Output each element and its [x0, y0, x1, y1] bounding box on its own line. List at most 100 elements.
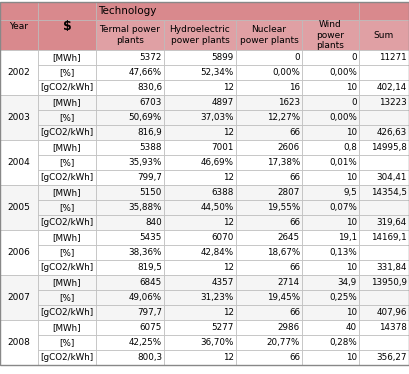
Bar	[164, 305, 236, 320]
Text: [gCO2/kWh]: [gCO2/kWh]	[40, 353, 94, 362]
Text: 6845: 6845	[140, 278, 162, 287]
Text: 2645: 2645	[278, 233, 300, 242]
Bar	[38, 230, 96, 245]
Bar	[164, 95, 236, 110]
Bar	[164, 155, 236, 170]
Bar	[38, 260, 96, 275]
Text: 4357: 4357	[211, 278, 234, 287]
Bar	[164, 230, 236, 245]
Text: 331,84: 331,84	[377, 263, 407, 272]
Bar	[164, 350, 236, 365]
Bar	[236, 125, 302, 140]
Bar	[359, 290, 409, 305]
Bar	[96, 110, 164, 125]
Bar	[302, 65, 359, 80]
Bar	[164, 320, 236, 335]
Bar	[0, 50, 38, 95]
Bar	[302, 215, 359, 230]
Bar	[96, 50, 164, 65]
Bar	[359, 320, 409, 335]
Text: 2007: 2007	[7, 293, 30, 302]
Text: [%]: [%]	[59, 158, 75, 167]
Bar	[96, 260, 164, 275]
Bar	[302, 275, 359, 290]
Bar	[236, 275, 302, 290]
Text: 35,88%: 35,88%	[128, 203, 162, 212]
Text: 2004: 2004	[8, 158, 30, 167]
Bar	[96, 80, 164, 95]
Bar	[96, 155, 164, 170]
Bar	[302, 140, 359, 155]
Text: 12,27%: 12,27%	[267, 113, 300, 122]
Text: [MWh]: [MWh]	[53, 53, 81, 62]
Bar	[302, 155, 359, 170]
Text: 10: 10	[346, 128, 357, 137]
Bar	[96, 95, 164, 110]
Bar	[359, 245, 409, 260]
Text: 14169,1: 14169,1	[371, 233, 407, 242]
Text: 12: 12	[223, 128, 234, 137]
Bar	[96, 65, 164, 80]
Text: 19,55%: 19,55%	[267, 203, 300, 212]
Text: 0,13%: 0,13%	[329, 248, 357, 257]
Text: Termal power
plants: Termal power plants	[99, 25, 160, 45]
Text: 799,7: 799,7	[137, 173, 162, 182]
Bar	[236, 335, 302, 350]
Bar	[38, 95, 96, 110]
Bar	[359, 335, 409, 350]
Bar	[38, 155, 96, 170]
Text: [MWh]: [MWh]	[53, 233, 81, 242]
Bar	[164, 215, 236, 230]
Text: 797,7: 797,7	[137, 308, 162, 317]
Text: 0,28%: 0,28%	[329, 338, 357, 347]
Text: [MWh]: [MWh]	[53, 98, 81, 107]
Bar	[302, 200, 359, 215]
Text: 12: 12	[223, 218, 234, 227]
Text: [%]: [%]	[59, 338, 75, 347]
Text: Year: Year	[9, 21, 29, 31]
Text: 10: 10	[346, 83, 357, 92]
Text: 6075: 6075	[139, 323, 162, 332]
Text: 49,06%: 49,06%	[129, 293, 162, 302]
Text: Wind
power
plants: Wind power plants	[317, 20, 344, 50]
Text: 5899: 5899	[212, 53, 234, 62]
Text: 356,27: 356,27	[377, 353, 407, 362]
Text: [gCO2/kWh]: [gCO2/kWh]	[40, 308, 94, 317]
Bar	[359, 50, 409, 65]
Bar	[164, 290, 236, 305]
Text: 34,9: 34,9	[338, 278, 357, 287]
Text: 2006: 2006	[7, 248, 30, 257]
Text: 6388: 6388	[211, 188, 234, 197]
Text: 35,93%: 35,93%	[128, 158, 162, 167]
Text: [MWh]: [MWh]	[53, 188, 81, 197]
Bar	[236, 65, 302, 80]
Bar	[164, 200, 236, 215]
Text: 0,00%: 0,00%	[329, 113, 357, 122]
Text: 2606: 2606	[278, 143, 300, 152]
Text: 38,36%: 38,36%	[128, 248, 162, 257]
Bar	[236, 185, 302, 200]
Text: 319,64: 319,64	[377, 218, 407, 227]
Text: 2986: 2986	[278, 323, 300, 332]
Bar	[38, 2, 96, 20]
Text: 407,96: 407,96	[377, 308, 407, 317]
Bar	[302, 95, 359, 110]
Bar	[0, 320, 38, 365]
Bar	[96, 20, 164, 50]
Bar	[96, 230, 164, 245]
Text: [%]: [%]	[59, 68, 75, 77]
Text: 66: 66	[289, 263, 300, 272]
Text: [MWh]: [MWh]	[53, 278, 81, 287]
Bar	[236, 95, 302, 110]
Bar	[164, 335, 236, 350]
Text: 0,01%: 0,01%	[329, 158, 357, 167]
Text: 52,34%: 52,34%	[201, 68, 234, 77]
Text: [gCO2/kWh]: [gCO2/kWh]	[40, 263, 94, 272]
Text: 5435: 5435	[139, 233, 162, 242]
Bar	[0, 140, 38, 185]
Text: [%]: [%]	[59, 203, 75, 212]
Text: 2005: 2005	[7, 203, 30, 212]
Bar	[359, 125, 409, 140]
Text: 66: 66	[289, 308, 300, 317]
Bar	[96, 2, 359, 20]
